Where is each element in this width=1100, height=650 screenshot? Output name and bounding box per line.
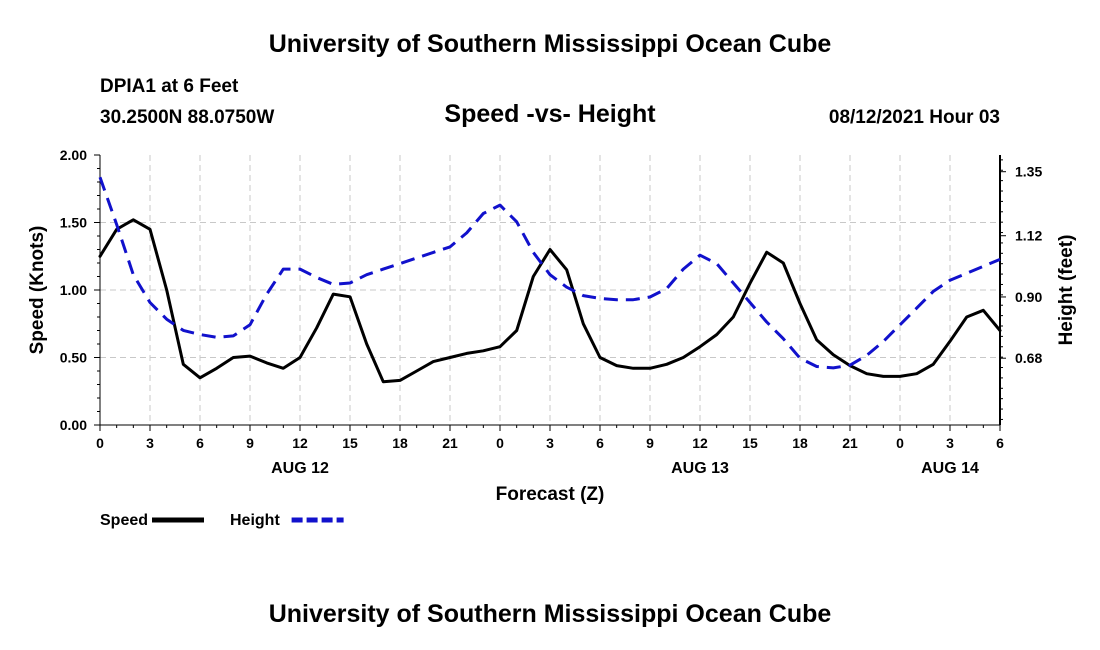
height-series-line [98, 176, 1001, 370]
station-coordinates: 30.2500N 88.0750W [100, 107, 275, 128]
station-name: DPIA1 at 6 Feet [100, 76, 239, 97]
x-tick-label: 12 [292, 435, 308, 451]
x-tick-label: 0 [896, 435, 904, 451]
date-label: AUG 14 [921, 460, 979, 477]
y-tick-label: 2.00 [60, 147, 87, 163]
y-axis-title: Speed (Knots) [27, 226, 48, 355]
x-axis-title: Forecast (Z) [496, 484, 605, 505]
x-tick-label: 18 [792, 435, 808, 451]
x-tick-label: 3 [146, 435, 154, 451]
y2-tick-label: 0.68 [1015, 350, 1042, 366]
footer-title: University of Southern Mississippi Ocean… [268, 600, 832, 628]
y-tick-label: 1.50 [60, 215, 87, 231]
x-tick-label: 0 [496, 435, 504, 451]
x-tick-label: 3 [546, 435, 554, 451]
x-tick-label: 15 [342, 435, 358, 451]
date-label: AUG 13 [671, 460, 729, 477]
legend-label-height: Height [230, 512, 280, 529]
x-tick-label: 6 [596, 435, 604, 451]
x-tick-label: 18 [392, 435, 408, 451]
x-tick-label: 0 [96, 435, 104, 451]
x-tick-label: 6 [196, 435, 204, 451]
y-tick-label: 0.00 [60, 417, 87, 433]
x-tick-label: 6 [996, 435, 1004, 451]
y2-tick-label: 0.90 [1015, 289, 1042, 305]
legend-label-speed: Speed [100, 512, 148, 529]
x-tick-label: 9 [246, 435, 254, 451]
y2-axis-title: Height (feet) [1056, 235, 1077, 346]
x-tick-label: 9 [646, 435, 654, 451]
x-tick-label: 15 [742, 435, 758, 451]
x-tick-label: 12 [692, 435, 708, 451]
y2-tick-label: 1.12 [1015, 228, 1042, 244]
y2-tick-label: 1.35 [1015, 164, 1042, 180]
x-tick-label: 21 [842, 435, 858, 451]
chart-subtitle: Speed -vs- Height [444, 100, 656, 128]
chart-main-title: University of Southern Mississippi Ocean… [268, 30, 832, 58]
x-tick-label: 21 [442, 435, 458, 451]
forecast-timestamp: 08/12/2021 Hour 03 [828, 107, 1000, 128]
x-tick-label: 3 [946, 435, 954, 451]
y-tick-label: 1.00 [60, 282, 87, 298]
date-label: AUG 12 [271, 460, 329, 477]
y-tick-label: 0.50 [60, 350, 87, 366]
